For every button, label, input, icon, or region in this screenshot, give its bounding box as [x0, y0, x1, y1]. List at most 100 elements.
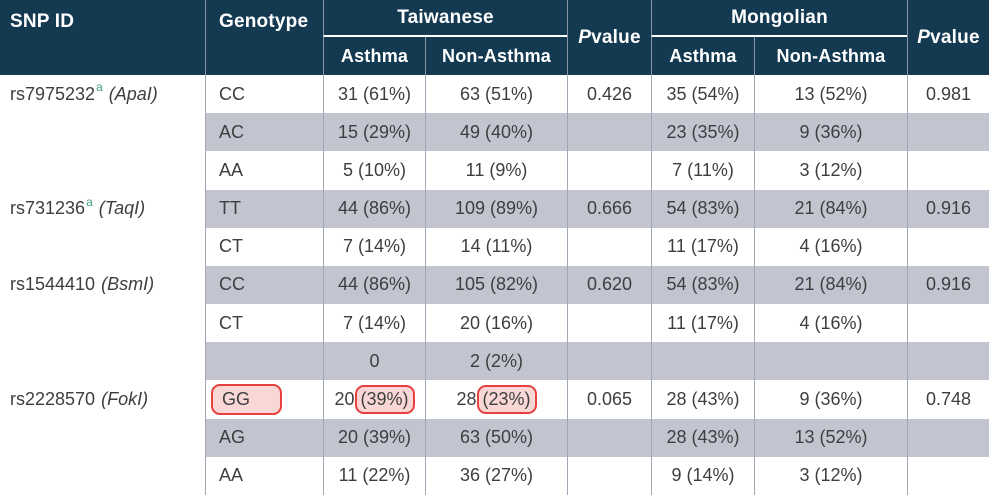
header-p-value-taiwanese: P value	[567, 0, 651, 75]
taiwanese-non-asthma-cell: 109 (89%)	[425, 189, 567, 228]
p-value-taiwanese-cell: 0.426	[567, 75, 651, 114]
value-text: 13 (52%)	[794, 427, 868, 448]
mongolian-asthma-cell: 23 (35%)	[651, 113, 754, 152]
p-value-mongolian-cell	[907, 227, 989, 266]
snp-id-text: rs2228570	[10, 388, 96, 409]
p-italic: P	[917, 26, 931, 48]
snp-id-cell	[0, 456, 205, 495]
value-text: 0	[369, 350, 380, 371]
p-value-taiwanese-cell	[567, 342, 651, 381]
genotype-text: AA	[219, 159, 244, 180]
value-text: 4 (16%)	[799, 236, 863, 257]
genotype-cell: AA	[205, 151, 323, 190]
header-mongolian-label: Mongolian	[731, 6, 828, 28]
snp-id-text: rs731236	[10, 198, 86, 219]
value-text: 9 (36%)	[799, 388, 863, 409]
p-value-taiwanese-cell	[567, 456, 651, 495]
mongolian-asthma-cell	[651, 342, 754, 381]
value-text: 0.666	[586, 198, 633, 219]
value-text: 49 (40%)	[459, 121, 534, 142]
taiwanese-non-asthma-cell: 20 (16%)	[425, 304, 567, 343]
genotype-cell: CC	[205, 75, 323, 114]
value-text: 31 (61%)	[337, 83, 412, 104]
taiwanese-non-asthma-cell: 2 (2%)	[425, 342, 567, 381]
mongolian-non-asthma-cell: 13 (52%)	[754, 418, 907, 457]
p-value-taiwanese-cell: 0.065	[567, 380, 651, 419]
header-snp-id: SNP ID	[0, 0, 205, 75]
value-text: 3 (12%)	[799, 159, 863, 180]
value-text: 54 (83%)	[666, 274, 740, 295]
non-asthma-label: Non-Asthma	[442, 45, 551, 66]
snp-id-cell: rs1544410 (BsmI)	[0, 265, 205, 305]
genotype-text: AA	[219, 465, 244, 486]
value-text: 21 (84%)	[794, 274, 868, 295]
gene-name: (ApaI)	[108, 83, 158, 104]
taiwanese-asthma-cell: 0	[323, 342, 425, 381]
value-text: 44 (86%)	[337, 274, 412, 295]
mongolian-non-asthma-cell: 9 (36%)	[754, 113, 907, 152]
genotype-text: AG	[219, 427, 246, 448]
p-rest: value	[930, 26, 980, 48]
red-annotation-percentage: (39%)	[354, 384, 415, 414]
taiwanese-asthma-cell: 7 (14%)	[323, 227, 425, 266]
p-value-mongolian-cell	[907, 304, 989, 343]
genotype-cell: AC	[205, 113, 323, 152]
taiwanese-asthma-cell: 44 (86%)	[323, 265, 425, 305]
value-text: 4 (16%)	[799, 312, 863, 333]
taiwanese-asthma-cell: 5 (10%)	[323, 151, 425, 190]
p-value-mongolian-cell	[907, 418, 989, 457]
mongolian-asthma-cell: 28 (43%)	[651, 380, 754, 419]
value-text: 20 (16%)	[459, 312, 534, 333]
p-value-mongolian-cell	[907, 456, 989, 495]
mongolian-non-asthma-cell: 21 (84%)	[754, 265, 907, 305]
value-text: 0.426	[586, 83, 633, 104]
snp-superscript: a	[96, 80, 103, 95]
taiwanese-non-asthma-cell: 28 (23%)	[425, 380, 567, 419]
mongolian-non-asthma-cell: 3 (12%)	[754, 151, 907, 190]
p-value-taiwanese-cell: 0.666	[567, 189, 651, 228]
value-text: 109 (89%)	[454, 198, 539, 219]
taiwanese-non-asthma-cell: 105 (82%)	[425, 265, 567, 305]
p-value-taiwanese-cell	[567, 113, 651, 152]
snp-id-cell: rs2228570 (FokI)	[0, 380, 205, 419]
p-value-mongolian-cell: 0.748	[907, 380, 989, 419]
snp-id-cell	[0, 227, 205, 266]
value-text: 11 (17%)	[667, 236, 739, 257]
genotype-text: CT	[219, 312, 243, 333]
red-annotation-genotype: GG	[211, 383, 283, 415]
mongolian-asthma-cell: 54 (83%)	[651, 189, 754, 228]
genotype-cell: CT	[205, 304, 323, 343]
genotype-cell: CT	[205, 227, 323, 266]
asthma-label: Asthma	[669, 45, 737, 66]
asthma-label: Asthma	[340, 45, 409, 66]
mongolian-asthma-cell: 7 (11%)	[651, 151, 754, 190]
value-text: 7 (14%)	[342, 236, 407, 257]
header-group-mongolian: Mongolian	[651, 0, 907, 37]
value-text: 0.748	[925, 388, 972, 409]
value-text: 36 (27%)	[459, 465, 534, 486]
p-rest: value	[591, 26, 641, 48]
genotype-cell: CC	[205, 265, 323, 305]
genotype-text: CC	[219, 274, 245, 295]
value-text: 28 (43%)	[666, 427, 740, 448]
header-p-value-mongolian: P value	[907, 0, 989, 75]
value-text: 2 (2%)	[469, 350, 523, 371]
p-value-taiwanese-cell	[567, 227, 651, 266]
taiwanese-non-asthma-cell: 11 (9%)	[425, 151, 567, 190]
genotype-cell	[205, 342, 323, 381]
mongolian-non-asthma-cell: 9 (36%)	[754, 380, 907, 419]
p-value-taiwanese-cell	[567, 151, 651, 190]
value-text: 13 (52%)	[794, 83, 868, 104]
value-text: 54 (83%)	[666, 198, 740, 219]
p-value-mongolian-cell: 0.916	[907, 189, 989, 228]
header-genotype: Genotype	[205, 0, 323, 75]
snp-id-text: rs7975232	[10, 83, 96, 104]
value-text: 0.620	[586, 274, 633, 295]
snp-id-text: rs1544410	[10, 274, 96, 295]
genotype-text: AC	[219, 121, 245, 142]
value-text: 23 (35%)	[666, 121, 740, 142]
value-text: 21 (84%)	[794, 198, 868, 219]
p-italic: P	[578, 26, 592, 48]
value-text: 3 (12%)	[799, 465, 863, 486]
